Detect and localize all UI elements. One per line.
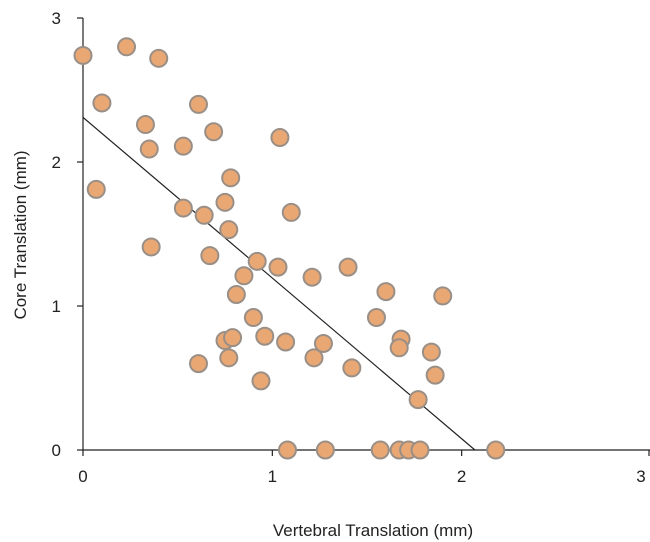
data-point	[277, 440, 297, 460]
data-point	[200, 246, 220, 266]
data-point	[173, 136, 193, 156]
x-tick-label: 1	[268, 467, 277, 486]
data-point	[135, 115, 155, 135]
data-point	[366, 308, 386, 328]
data-point	[226, 284, 246, 304]
data-point	[433, 286, 453, 306]
trendline-group	[82, 116, 476, 451]
data-point	[276, 332, 296, 352]
data-point	[268, 257, 288, 277]
data-point	[139, 139, 159, 159]
y-tick-label: 3	[52, 9, 61, 28]
data-point	[117, 37, 137, 57]
data-point	[215, 192, 235, 212]
data-point	[221, 168, 241, 188]
data-point	[421, 342, 441, 362]
data-point	[486, 440, 506, 460]
axes	[77, 17, 650, 456]
data-point	[255, 326, 275, 346]
y-tick-label: 0	[52, 441, 61, 460]
data-point	[389, 338, 409, 358]
data-point	[204, 122, 224, 142]
data-point	[338, 257, 358, 277]
data-points	[73, 37, 506, 460]
data-point	[141, 237, 161, 257]
data-point	[247, 251, 267, 271]
data-point	[315, 440, 335, 460]
data-point	[243, 308, 263, 328]
data-point	[86, 179, 106, 199]
data-point	[425, 365, 445, 385]
data-point	[194, 205, 214, 225]
data-point	[342, 358, 362, 378]
x-tick-label: 2	[457, 467, 466, 486]
x-tick-label: 3	[636, 467, 645, 486]
data-point	[73, 45, 93, 65]
y-tick-label: 1	[52, 297, 61, 316]
tick-labels: 0 1 2 3 0 1 2 3	[52, 9, 646, 486]
data-point	[219, 348, 239, 368]
data-point	[234, 266, 254, 286]
data-point	[270, 128, 290, 148]
trendline	[82, 116, 476, 451]
data-point	[376, 282, 396, 302]
y-tick-label: 2	[52, 153, 61, 172]
data-point	[281, 202, 301, 222]
data-point	[313, 333, 333, 353]
data-point	[410, 440, 430, 460]
x-tick-label: 0	[78, 467, 87, 486]
data-point	[304, 348, 324, 368]
x-axis-title: Vertebral Translation (mm)	[273, 521, 473, 540]
data-point	[219, 220, 239, 240]
data-point	[188, 354, 208, 374]
data-point	[188, 94, 208, 114]
data-point	[251, 371, 271, 391]
y-axis-title: Core Translation (mm)	[11, 150, 30, 319]
data-point	[370, 440, 390, 460]
data-point	[302, 267, 322, 287]
data-point	[223, 328, 243, 348]
data-point	[173, 198, 193, 218]
data-point	[92, 93, 112, 113]
data-point	[149, 48, 169, 68]
data-point	[408, 390, 428, 410]
